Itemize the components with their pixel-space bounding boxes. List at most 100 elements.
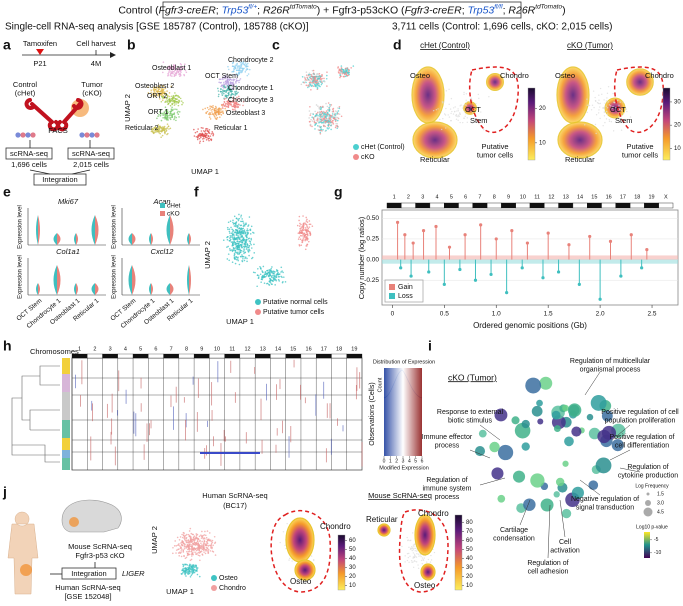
go-term-bubble <box>588 480 599 491</box>
cell-dot <box>198 535 201 538</box>
cell-dot <box>614 109 617 111</box>
cell-dot <box>185 569 188 572</box>
cell-dot <box>314 115 317 117</box>
cell-dot <box>197 551 200 554</box>
cell-dot <box>155 90 158 92</box>
cell-dot <box>196 542 198 544</box>
cell-dot <box>160 90 162 93</box>
cell-dot <box>150 94 152 97</box>
cell-dot <box>204 135 207 138</box>
cell-dot <box>218 107 220 110</box>
cell-dot <box>184 545 186 548</box>
cell-dot <box>206 132 208 135</box>
cell-dot <box>151 127 154 130</box>
go-term-bubble <box>595 457 612 474</box>
cell-dot <box>239 238 241 240</box>
cell-dot <box>232 247 235 250</box>
cell-dot <box>318 129 321 131</box>
cell-dot <box>179 75 181 77</box>
cell-dot <box>164 91 166 93</box>
cell-dot <box>228 79 231 82</box>
cell-dot <box>198 575 201 578</box>
label-line: Human ScRNA-seq <box>202 491 267 500</box>
cell-dot <box>156 129 159 132</box>
chromosome-block <box>572 202 588 209</box>
heatmap-stripe <box>149 423 150 436</box>
cell-dot <box>218 113 221 115</box>
cell-dot <box>205 127 208 130</box>
cell-dot <box>334 114 336 117</box>
y-tick-label: 0.25 <box>366 236 379 243</box>
cell-dot <box>457 116 459 118</box>
cell-dot <box>231 62 234 65</box>
cell-dot <box>192 569 195 572</box>
cell-dot <box>465 113 467 115</box>
cell-dot <box>185 537 188 540</box>
cell-dot <box>318 125 320 128</box>
cell-dot <box>599 102 602 105</box>
heatmap-stripe <box>329 403 331 419</box>
cell-dot <box>313 73 315 75</box>
cell-dot <box>324 117 327 120</box>
label: cKO <box>167 211 180 218</box>
cell-dot <box>464 104 466 106</box>
chromosome-block <box>615 202 631 209</box>
cell-dot <box>174 115 176 118</box>
cell-dot <box>274 271 276 273</box>
cell-dot <box>238 81 240 84</box>
label: Gain <box>398 284 413 291</box>
cell-dot <box>410 548 412 550</box>
cell-dot <box>595 132 597 135</box>
cell-dot <box>246 229 248 232</box>
heatmap-stripe <box>143 444 145 460</box>
label: Osteo <box>555 71 575 80</box>
cell-dot <box>227 76 230 78</box>
cell-dot <box>187 550 190 553</box>
cell-dot <box>234 90 236 93</box>
bone-icon <box>56 98 84 132</box>
violin-left <box>166 283 170 295</box>
cell-dot <box>452 107 455 109</box>
cell-dot <box>307 227 310 230</box>
cell-dot <box>299 229 302 232</box>
cell-dot <box>235 72 238 75</box>
cell-dot <box>316 86 319 89</box>
cell-dot <box>231 85 234 87</box>
label-line: Regulation of <box>627 464 668 471</box>
cell-dot <box>605 118 608 120</box>
cell-dot <box>301 75 304 78</box>
cell-dot <box>463 93 465 96</box>
cell-dot <box>213 114 215 117</box>
cell-dot <box>220 108 222 110</box>
cell-dot <box>249 233 252 235</box>
cell-dot <box>448 116 451 118</box>
cell-dot <box>205 546 208 549</box>
violin-left <box>53 265 57 295</box>
cell-dot <box>238 227 240 230</box>
copy-number-point <box>577 282 581 286</box>
cell-dot <box>159 87 161 89</box>
cell-dot <box>316 112 319 115</box>
colorbar-tick-label: 30 <box>466 565 473 571</box>
cell-dot <box>324 120 327 123</box>
label: Putative tumor cells <box>622 142 659 160</box>
heatmap-stripe <box>330 438 332 455</box>
heatmap-stripe <box>135 413 137 437</box>
cell-dot <box>336 110 338 113</box>
cell-dot <box>209 107 212 109</box>
cell-dot <box>184 567 187 569</box>
cell-dot <box>310 88 312 91</box>
cell-dot <box>153 90 155 92</box>
cell-dot <box>286 522 288 525</box>
cell-dot <box>170 70 172 73</box>
cell-dot <box>235 255 238 258</box>
label: Chondro <box>645 71 674 80</box>
cell-dot <box>227 105 230 107</box>
cell-dot <box>186 564 189 566</box>
heatmap-stripe <box>75 374 76 389</box>
copy-number-point <box>598 297 602 301</box>
cell-dot <box>151 130 154 133</box>
cell-dot <box>429 561 432 563</box>
label: Osteo <box>410 71 430 80</box>
cell-dot <box>300 244 303 247</box>
